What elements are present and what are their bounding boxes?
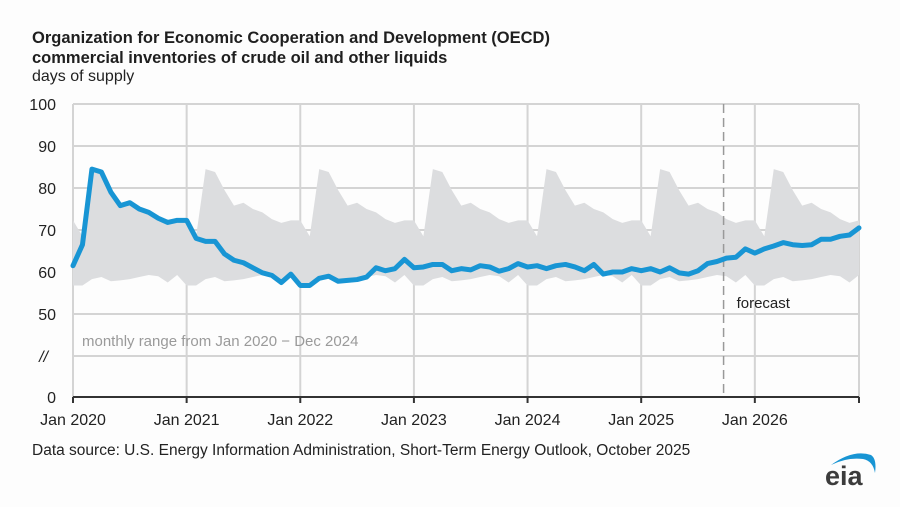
chart-title: Organization for Economic Cooperation an…: [32, 28, 550, 68]
x-tick-label: Jan 2025: [608, 412, 674, 429]
y-axis-unit-label: days of supply: [32, 68, 135, 85]
inventory-series-points: [72, 169, 860, 286]
y-tick-label: 0: [47, 390, 56, 407]
y-tick-label: 80: [38, 181, 56, 198]
eia-logo-text: eia: [825, 461, 864, 491]
inventory-series-line: [70, 166, 862, 288]
y-tick-label: 70: [38, 223, 56, 240]
chart-title-line-2: commercial inventories of crude oil and …: [32, 49, 448, 67]
y-tick-label: 90: [38, 139, 56, 156]
eia-logo-arc-icon: [831, 453, 876, 473]
chart-title-line-1: Organization for Economic Cooperation an…: [32, 29, 550, 47]
range-band-area: [73, 169, 859, 286]
x-tick-label: Jan 2022: [267, 412, 333, 429]
x-tick-label: Jan 2021: [154, 412, 220, 429]
y-tick-label: 60: [38, 265, 56, 282]
x-tick-label: Jan 2026: [722, 412, 788, 429]
y-axis-tick-labels: 0 // 50 60 70 80 90 100: [29, 97, 56, 407]
y-tick-label: //: [38, 349, 49, 366]
y-tick-label: 100: [29, 97, 56, 114]
data-source-note: Data source: U.S. Energy Information Adm…: [32, 442, 691, 459]
x-tick-label: Jan 2023: [381, 412, 447, 429]
x-axis: Jan 2020 Jan 2021 Jan 2022 Jan 2023 Jan 2024…: [40, 396, 860, 429]
eia-logo: eia: [825, 453, 876, 491]
x-tick-label: Jan 2024: [495, 412, 561, 429]
x-tick-label: Jan 2020: [40, 412, 106, 429]
range-band-label: monthly range from Jan 2020 − Dec 2024: [82, 333, 358, 350]
y-tick-label: 50: [38, 307, 56, 324]
forecast-label: forecast: [737, 295, 791, 312]
